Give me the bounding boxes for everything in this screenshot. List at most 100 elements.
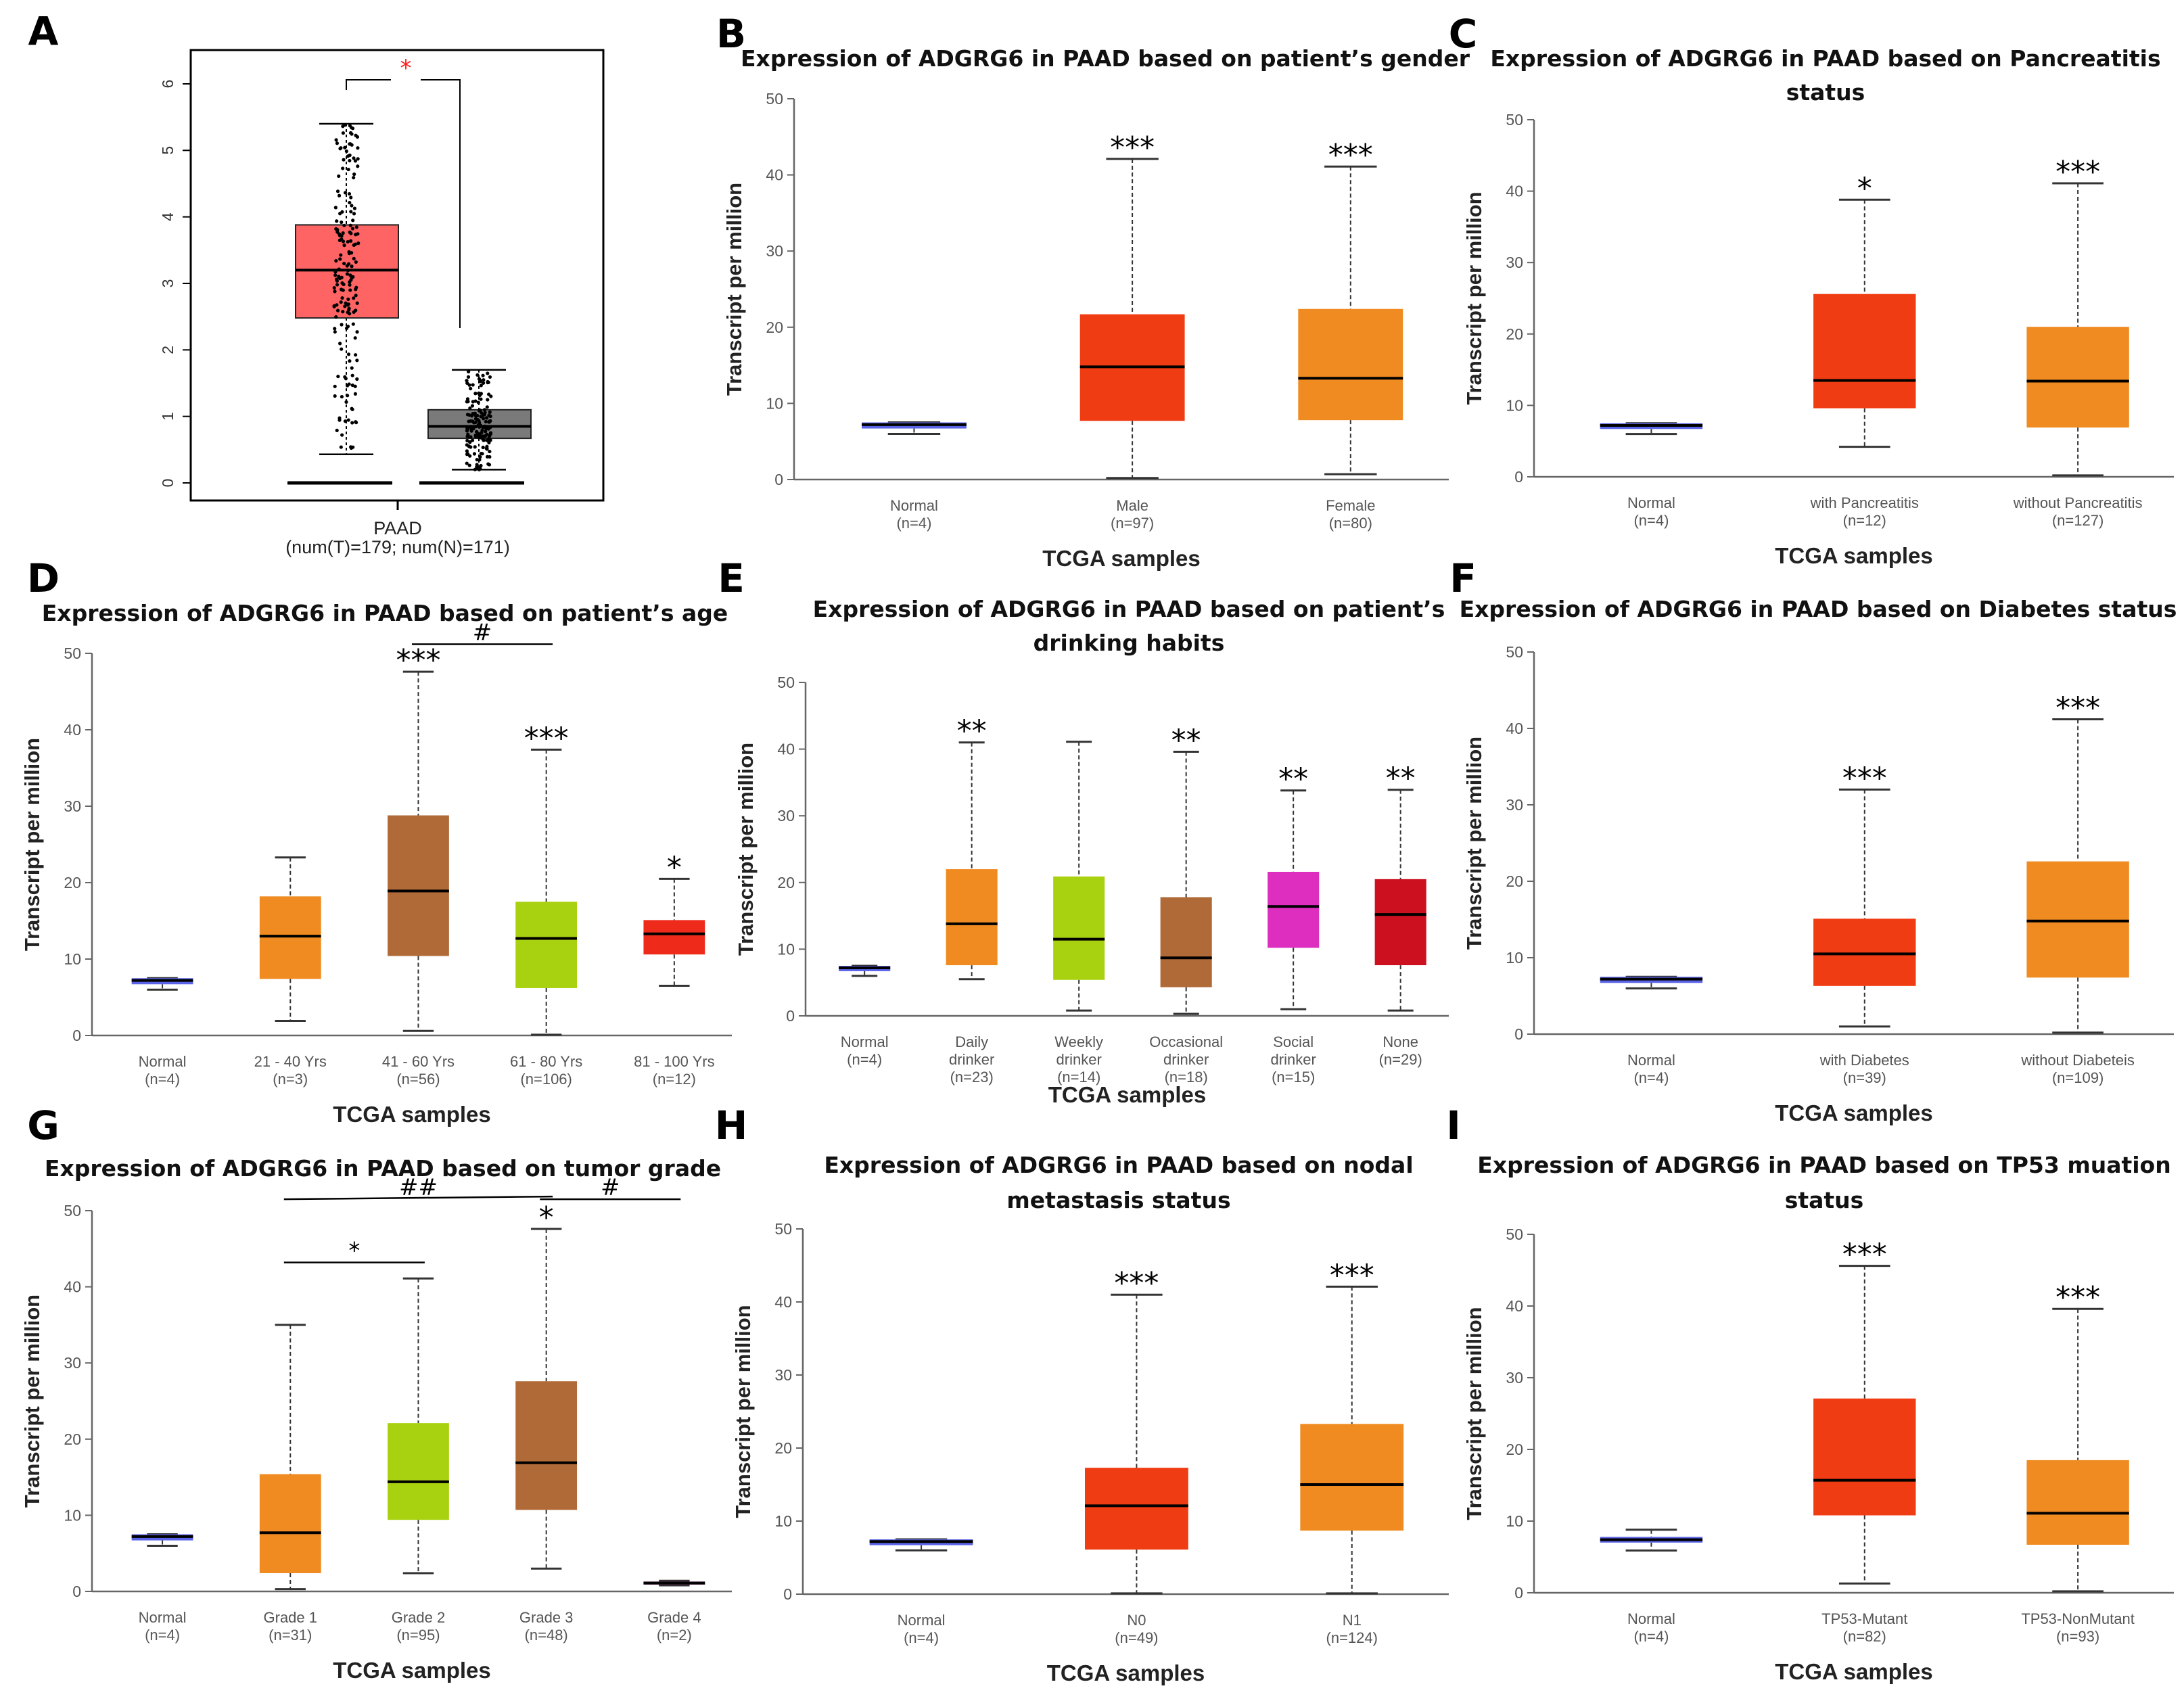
bracket-label: ## [399,1174,438,1201]
chart-title: Expression of ADGRG6 in PAAD based on Pa… [1490,45,2160,72]
jitter-point [473,445,477,449]
y-tick-label: 10 [766,394,783,412]
significance-stars: * [539,1201,554,1235]
jitter-point [478,455,482,459]
jitter-point [474,425,478,429]
jitter-point [334,277,339,281]
y-tick-label: 40 [777,741,795,758]
y-tick-label: 20 [766,319,783,336]
jitter-point [335,141,340,145]
chart-title: Expression of ADGRG6 in PAAD based on Di… [1460,596,2177,622]
jitter-point [488,410,492,414]
y-tick-label: 0 [774,471,783,488]
jitter-point [350,366,354,370]
jitter-point [345,264,349,268]
y-tick-label: 2 [159,346,177,354]
jitter-point [340,433,344,437]
jitter-point [478,458,482,462]
jitter-point [354,233,358,237]
category-n: (n=106) [520,1071,572,1088]
category-label: drinker [949,1051,994,1068]
jitter-point [352,172,356,177]
jitter-point [335,428,339,433]
x-axis-label: TCGA samples [333,1658,491,1683]
category-label: Normal [1627,494,1675,511]
box-occasional-drinker [1160,897,1212,987]
y-tick-label: 0 [783,1585,792,1603]
jitter-point [488,425,492,429]
jitter-point [344,400,348,404]
y-tick-label: 50 [1506,643,1523,661]
jitter-point [473,414,478,418]
category-label: Normal [1627,1052,1675,1069]
jitter-point [470,426,474,430]
jitter-point [345,272,349,276]
category-label: 81 - 100 Yrs [634,1053,714,1070]
jitter-point [471,412,475,416]
x-axis-label: TCGA samples [1047,1660,1205,1685]
y-tick-label: 50 [774,1220,792,1238]
category-n: (n=29) [1379,1051,1422,1068]
category-n: (n=4) [896,515,931,532]
category-n: (n=4) [145,1071,180,1088]
category-label: Social [1273,1033,1314,1050]
jitter-point [341,166,345,170]
category-n: (n=14) [1057,1069,1100,1086]
category-n: (n=124) [1326,1629,1378,1646]
category-label: Male [1116,497,1148,514]
box-none [1374,879,1426,966]
jitter-point [473,417,478,421]
category-n: (n=18) [1165,1069,1208,1086]
category-n: (n=97) [1111,515,1154,532]
jitter-point [467,440,472,444]
y-tick-label: 20 [64,874,81,891]
jitter-point [352,243,356,247]
jitter-point [335,308,340,312]
jitter-point [341,310,345,314]
jitter-point [350,204,354,208]
x-axis-label: TCGA samples [333,1102,491,1127]
jitter-point [465,461,469,465]
category-n: (n=4) [1633,1069,1669,1086]
jitter-point [332,286,336,290]
jitter-point [338,342,342,346]
jitter-point [334,315,338,319]
category-label: without Pancreatitis [2013,494,2143,511]
x-axis-label: TCGA samples [1042,546,1201,571]
category-label: N0 [1127,1612,1146,1629]
jitter-point [485,405,489,409]
jitter-point [348,239,353,243]
significance-stars: * [667,850,682,885]
box-social-drinker [1268,872,1320,948]
jitter-point [341,231,345,235]
y-tick-label: 0 [159,479,177,488]
jitter-point [467,419,471,423]
category-label: Normal [139,1053,187,1070]
category-n: (n=31) [269,1627,312,1644]
jitter-point [333,206,338,210]
jitter-point [350,421,354,425]
jitter-point [483,424,487,429]
panel-letter: G [27,1102,60,1148]
jitter-point [352,296,356,300]
significance-stars: *** [1110,131,1155,165]
y-tick-label: 10 [1506,396,1523,414]
box-21-40-yrs [259,896,321,979]
jitter-point [356,164,360,168]
category-label: Grade 4 [647,1609,701,1626]
jitter-point [349,231,353,235]
box-grade-1 [259,1474,321,1573]
chart-title: Expression of ADGRG6 in PAAD based on no… [824,1152,1413,1178]
y-tick-label: 30 [777,807,795,824]
jitter-point [479,392,484,396]
y-tick-label: 40 [1506,720,1523,737]
jitter-point [354,294,358,298]
jitter-point [348,200,352,205]
jitter-point [477,377,482,381]
category-label: Grade 3 [519,1609,574,1626]
category-n: (n=4) [1633,1628,1669,1645]
jitter-point [480,430,484,435]
jitter-point [353,159,357,163]
category-n: (n=49) [1115,1629,1158,1646]
jitter-point [488,431,493,435]
